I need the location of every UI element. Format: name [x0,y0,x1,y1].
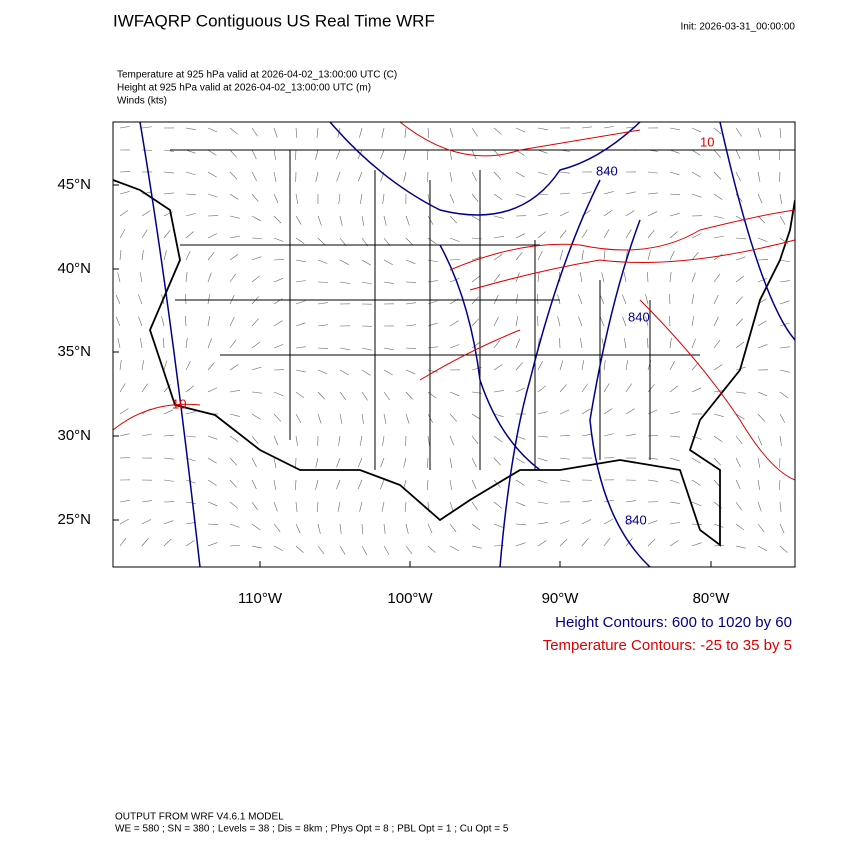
lon-label: 80°W [693,590,731,607]
footer-line: WE = 580 ; SN = 380 ; Levels = 38 ; Dis … [115,824,509,835]
lon-label: 110°W [238,590,283,607]
field-label: Temperature at 925 hPa valid at 2026-04-… [117,70,397,81]
height-contour-label: 840 [628,309,650,324]
init-time: Init: 2026-03-31_00:00:00 [680,22,795,33]
lat-label: 25°N [57,511,91,528]
lat-label: 45°N [57,176,91,193]
height-contour-label: 840 [625,512,647,527]
lon-label: 100°W [387,590,433,607]
title: IWFAQRP Contiguous US Real Time WRF [113,11,435,30]
footer-line: OUTPUT FROM WRF V4.6.1 MODEL [115,812,284,823]
field-label: Winds (kts) [117,96,167,107]
lon-label: 90°W [542,590,580,607]
legend-height: Height Contours: 600 to 1020 by 60 [555,614,792,631]
lat-label: 35°N [57,343,91,360]
field-label: Height at 925 hPa valid at 2026-04-02_13… [117,83,371,94]
lat-label: 40°N [57,260,91,277]
temperature-contour-label: 10 [172,396,186,411]
temperature-contour-label: 10 [700,134,714,149]
legend-temperature: Temperature Contours: -25 to 35 by 5 [543,637,792,654]
lat-label: 30°N [57,427,91,444]
height-contour-label: 840 [596,163,618,178]
